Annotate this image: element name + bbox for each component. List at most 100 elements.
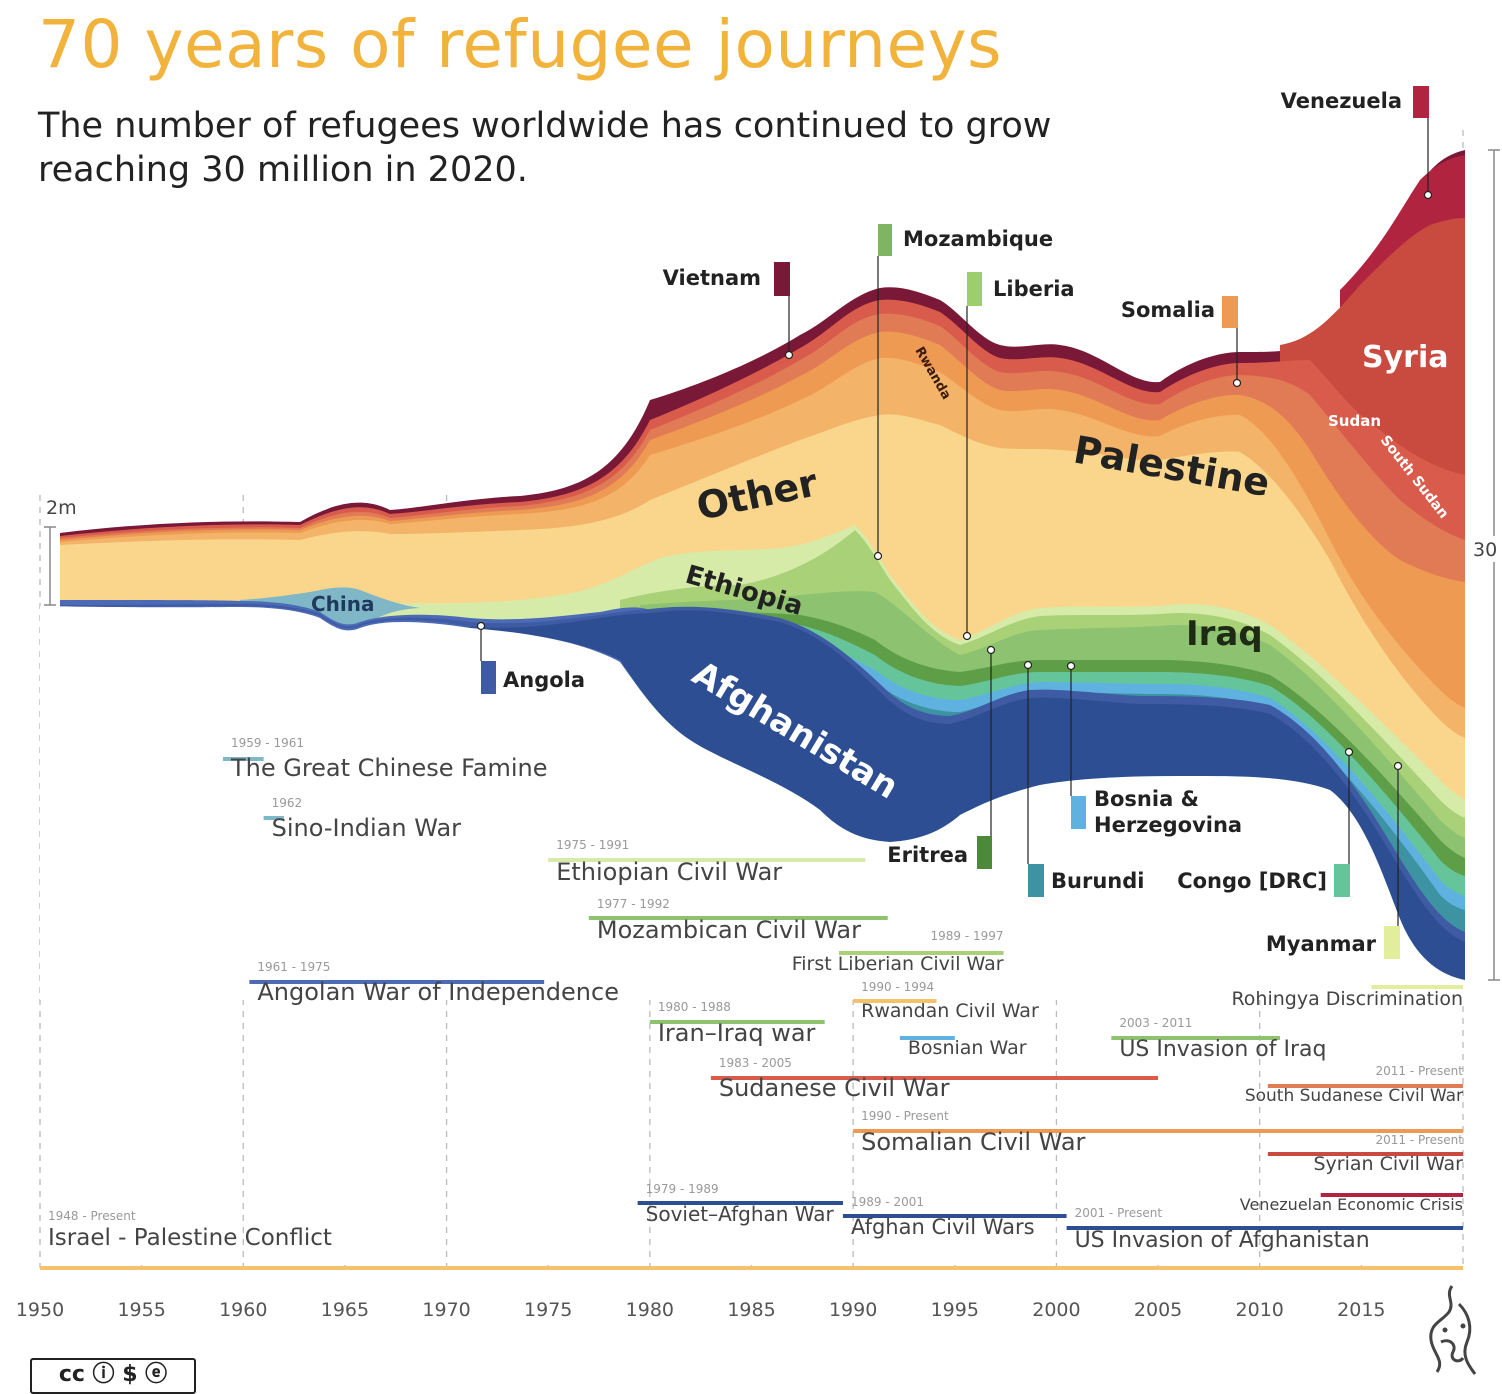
- conflict-rohingya-discrimination: Rohingya Discrimination: [1231, 985, 1463, 1010]
- conflict-period: 2001 - Present: [1075, 1206, 1163, 1220]
- conflict-name: Afghan Civil Wars: [851, 1215, 1035, 1239]
- x-tick-label: 2010: [1236, 1299, 1284, 1321]
- stream-china: [240, 587, 420, 631]
- callout-label: Liberia: [993, 277, 1075, 301]
- conflict-name: Rohingya Discrimination: [1231, 988, 1463, 1010]
- x-tick-label: 1955: [117, 1299, 165, 1321]
- conflict-period: 1990 - Present: [861, 1109, 949, 1123]
- conflict-the-great-chinese-famine: 1959 - 1961 The Great Chinese Famine: [222, 736, 548, 782]
- x-tick-label: 2015: [1337, 1299, 1385, 1321]
- al-jazeera-logo-icon: [1429, 1285, 1477, 1375]
- stream-afghanistan: [470, 608, 1465, 980]
- x-tick-label: 1990: [829, 1299, 877, 1321]
- x-tick-label: 1985: [727, 1299, 775, 1321]
- callout-myanmar: Myanmar: [1266, 761, 1403, 959]
- conflict-name: The Great Chinese Famine: [230, 754, 548, 782]
- conflict-timeline: 1959 - 1961 The Great Chinese Famine 1962 S…: [40, 736, 1463, 1270]
- conflict-name: Sino-Indian War: [272, 814, 462, 842]
- chart-subtitle: The number of refugees worldwide has con…: [38, 106, 1052, 190]
- conflict-period: 1959 - 1961: [231, 736, 304, 750]
- conflict-period: 1977 - 1992: [597, 897, 670, 911]
- conflict-somalian-civil-war: 1990 - Present Somalian Civil War: [853, 1109, 1463, 1156]
- conflict-name: Soviet–Afghan War: [646, 1202, 835, 1226]
- scale-left: 2m: [44, 497, 77, 606]
- conflict-period: 2003 - 2011: [1119, 1016, 1192, 1030]
- stream-label-syria: Syria: [1362, 340, 1448, 375]
- conflict-name: US Invasion of Afghanistan: [1075, 1228, 1370, 1253]
- conflict-bosnian-war: Bosnian War: [899, 1036, 1027, 1059]
- conflict-name: Sudanese Civil War: [719, 1074, 950, 1102]
- x-tick-label: 2000: [1032, 1299, 1080, 1321]
- callout-label: Mozambique: [903, 227, 1053, 251]
- conflict-soviet-afghan-war: 1979 - 1989 Soviet–Afghan War: [637, 1182, 843, 1226]
- scale-left-label: 2m: [46, 497, 77, 519]
- conflict-name: Somalian Civil War: [861, 1128, 1085, 1156]
- callout-label: Vietnam: [663, 266, 761, 290]
- conflict-name: Mozambican Civil War: [597, 916, 861, 944]
- conflict-period: 1983 - 2005: [719, 1056, 792, 1070]
- conflict-period: 1962: [272, 796, 303, 810]
- callout-liberia: Liberia: [962, 272, 1075, 641]
- x-tick-label: 1965: [321, 1299, 369, 1321]
- conflict-name: Syrian Civil War: [1313, 1153, 1463, 1175]
- conflict-name: Venezuelan Economic Crisis: [1240, 1195, 1463, 1214]
- callout-label: Burundi: [1051, 869, 1144, 893]
- conflict-sino-indian-war: 1962 Sino-Indian War: [263, 796, 462, 842]
- conflict-mozambican-civil-war: 1977 - 1992 Mozambican Civil War: [588, 897, 888, 944]
- callout-label: Venezuela: [1281, 89, 1402, 113]
- conflict-israel-palestine-conflict: 1948 - Present Israel - Palestine Conflic…: [40, 1209, 1463, 1270]
- conflict-period: 1961 - 1975: [257, 960, 330, 974]
- scale-right: 30: [1470, 149, 1502, 981]
- conflict-period: 2011 - Present: [1375, 1064, 1463, 1078]
- stream-label-china: China: [311, 592, 375, 616]
- conflict-period: 2011 - Present: [1375, 1133, 1463, 1147]
- conflict-name: Bosnian War: [908, 1037, 1027, 1059]
- conflict-venezuelan-economic-crisis: Venezuelan Economic Crisis: [1240, 1193, 1463, 1214]
- conflict-period: 1990 - 1994: [861, 980, 934, 994]
- conflict-period: 1980 - 1988: [658, 1000, 731, 1014]
- conflict-us-invasion-of-iraq: 2003 - 2011 US Invasion of Iraq: [1111, 1016, 1326, 1062]
- callout-label: Bosnia & Herzegovina: [1094, 787, 1242, 837]
- callout-eritrea: Eritrea: [887, 645, 996, 869]
- stream-layers: [40, 150, 1465, 1000]
- stream-label-iraq: Iraq: [1186, 614, 1263, 654]
- x-tick-label: 1950: [16, 1299, 64, 1321]
- conflict-syrian-civil-war: 2011 - Present Syrian Civil War: [1267, 1133, 1463, 1175]
- stream-white-mask: [40, 606, 1465, 1000]
- x-tick-label: 1975: [524, 1299, 572, 1321]
- conflict-name: Israel - Palestine Conflict: [48, 1225, 332, 1251]
- x-axis: 1950 1955 1960 1965 1970 1975 1980 1985 1990 1995…: [16, 1299, 1386, 1321]
- conflict-name: South Sudanese Civil War: [1245, 1086, 1463, 1106]
- callout-label: Congo [DRC]: [1177, 869, 1327, 893]
- conflict-name: US Invasion of Iraq: [1119, 1037, 1326, 1062]
- conflict-rwandan-civil-war: 1990 - 1994 Rwandan Civil War: [853, 980, 1039, 1022]
- x-tick-label: 1960: [219, 1299, 267, 1321]
- conflict-sudanese-civil-war: 1983 - 2005 Sudanese Civil War: [710, 1056, 1159, 1102]
- conflict-us-invasion-of-afghanistan: 2001 - Present US Invasion of Afghanistan: [1066, 1206, 1463, 1253]
- chart-title: 70 years of refugee journeys: [38, 6, 1003, 83]
- conflict-name: Ethiopian Civil War: [556, 858, 782, 886]
- callout-burundi: Burundi: [1023, 660, 1144, 897]
- x-tick-label: 1995: [931, 1299, 979, 1321]
- conflict-period: 1979 - 1989: [646, 1182, 719, 1196]
- conflict-south-sudanese-civil-war: 2011 - Present South Sudanese Civil War: [1245, 1064, 1463, 1106]
- callout-vietnam: Vietnam: [663, 262, 794, 360]
- conflict-period: 1948 - Present: [48, 1209, 136, 1223]
- x-tick-label: 1970: [422, 1299, 470, 1321]
- conflict-name: Rwandan Civil War: [861, 1000, 1039, 1022]
- x-tick-label: 1980: [626, 1299, 674, 1321]
- creative-commons-badge: cc ⓘ $ ⓔ: [30, 1358, 196, 1394]
- callout-label: Myanmar: [1266, 932, 1377, 956]
- stream-label-sudan: Sudan: [1328, 412, 1381, 430]
- conflict-period: 1975 - 1991: [556, 838, 629, 852]
- conflict-iran-iraq-war: 1980 - 1988 Iran–Iraq war: [649, 1000, 825, 1047]
- conflict-ethiopian-civil-war: 1975 - 1991 Ethiopian Civil War: [548, 838, 866, 886]
- callout-bosnia-herzegovina: Bosnia & Herzegovina: [1066, 661, 1242, 837]
- callout-label: Angola: [503, 668, 585, 692]
- conflict-name: First Liberian Civil War: [792, 953, 1004, 975]
- callout-mozambique: Mozambique: [873, 224, 1053, 561]
- callout-angola: Angola: [476, 621, 585, 694]
- callout-label: Eritrea: [887, 843, 968, 867]
- country-callouts: Venezuela Mozambique Vietnam Liberia Somalia…: [476, 86, 1433, 959]
